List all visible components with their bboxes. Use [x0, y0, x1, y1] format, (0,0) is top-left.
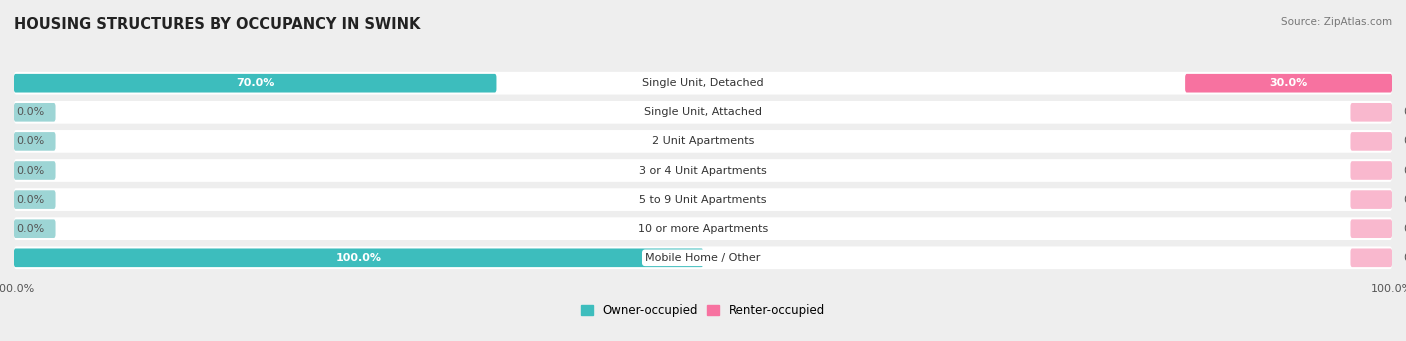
Text: 0.0%: 0.0%: [15, 224, 45, 234]
Text: 10 or more Apartments: 10 or more Apartments: [638, 224, 768, 234]
Text: 100.0%: 100.0%: [336, 253, 381, 263]
Text: 0.0%: 0.0%: [15, 165, 45, 176]
Text: 0.0%: 0.0%: [1403, 224, 1406, 234]
Text: 70.0%: 70.0%: [236, 78, 274, 88]
Text: 0.0%: 0.0%: [1403, 253, 1406, 263]
Text: 30.0%: 30.0%: [1270, 78, 1308, 88]
Text: 3 or 4 Unit Apartments: 3 or 4 Unit Apartments: [640, 165, 766, 176]
FancyBboxPatch shape: [14, 132, 55, 151]
Text: 5 to 9 Unit Apartments: 5 to 9 Unit Apartments: [640, 195, 766, 205]
Text: 0.0%: 0.0%: [15, 107, 45, 117]
FancyBboxPatch shape: [14, 101, 1392, 124]
FancyBboxPatch shape: [1351, 219, 1392, 238]
Text: 0.0%: 0.0%: [1403, 195, 1406, 205]
FancyBboxPatch shape: [1351, 161, 1392, 180]
Text: 0.0%: 0.0%: [1403, 136, 1406, 146]
Text: HOUSING STRUCTURES BY OCCUPANCY IN SWINK: HOUSING STRUCTURES BY OCCUPANCY IN SWINK: [14, 17, 420, 32]
FancyBboxPatch shape: [14, 190, 55, 209]
FancyBboxPatch shape: [14, 130, 1392, 153]
FancyBboxPatch shape: [14, 74, 496, 92]
FancyBboxPatch shape: [1351, 132, 1392, 151]
Text: 2 Unit Apartments: 2 Unit Apartments: [652, 136, 754, 146]
Text: 0.0%: 0.0%: [15, 136, 45, 146]
Text: Single Unit, Detached: Single Unit, Detached: [643, 78, 763, 88]
FancyBboxPatch shape: [14, 249, 703, 267]
FancyBboxPatch shape: [1351, 103, 1392, 122]
FancyBboxPatch shape: [1185, 74, 1392, 92]
FancyBboxPatch shape: [14, 219, 55, 238]
FancyBboxPatch shape: [14, 161, 55, 180]
FancyBboxPatch shape: [14, 188, 1392, 211]
FancyBboxPatch shape: [14, 217, 1392, 240]
Text: Mobile Home / Other: Mobile Home / Other: [645, 253, 761, 263]
FancyBboxPatch shape: [14, 72, 1392, 94]
Text: 0.0%: 0.0%: [1403, 107, 1406, 117]
FancyBboxPatch shape: [1351, 249, 1392, 267]
Text: 0.0%: 0.0%: [1403, 165, 1406, 176]
Text: Single Unit, Attached: Single Unit, Attached: [644, 107, 762, 117]
Text: Source: ZipAtlas.com: Source: ZipAtlas.com: [1281, 17, 1392, 27]
FancyBboxPatch shape: [1351, 190, 1392, 209]
Legend: Owner-occupied, Renter-occupied: Owner-occupied, Renter-occupied: [576, 299, 830, 322]
FancyBboxPatch shape: [14, 103, 55, 122]
FancyBboxPatch shape: [14, 247, 1392, 269]
FancyBboxPatch shape: [14, 159, 1392, 182]
Text: 0.0%: 0.0%: [15, 195, 45, 205]
